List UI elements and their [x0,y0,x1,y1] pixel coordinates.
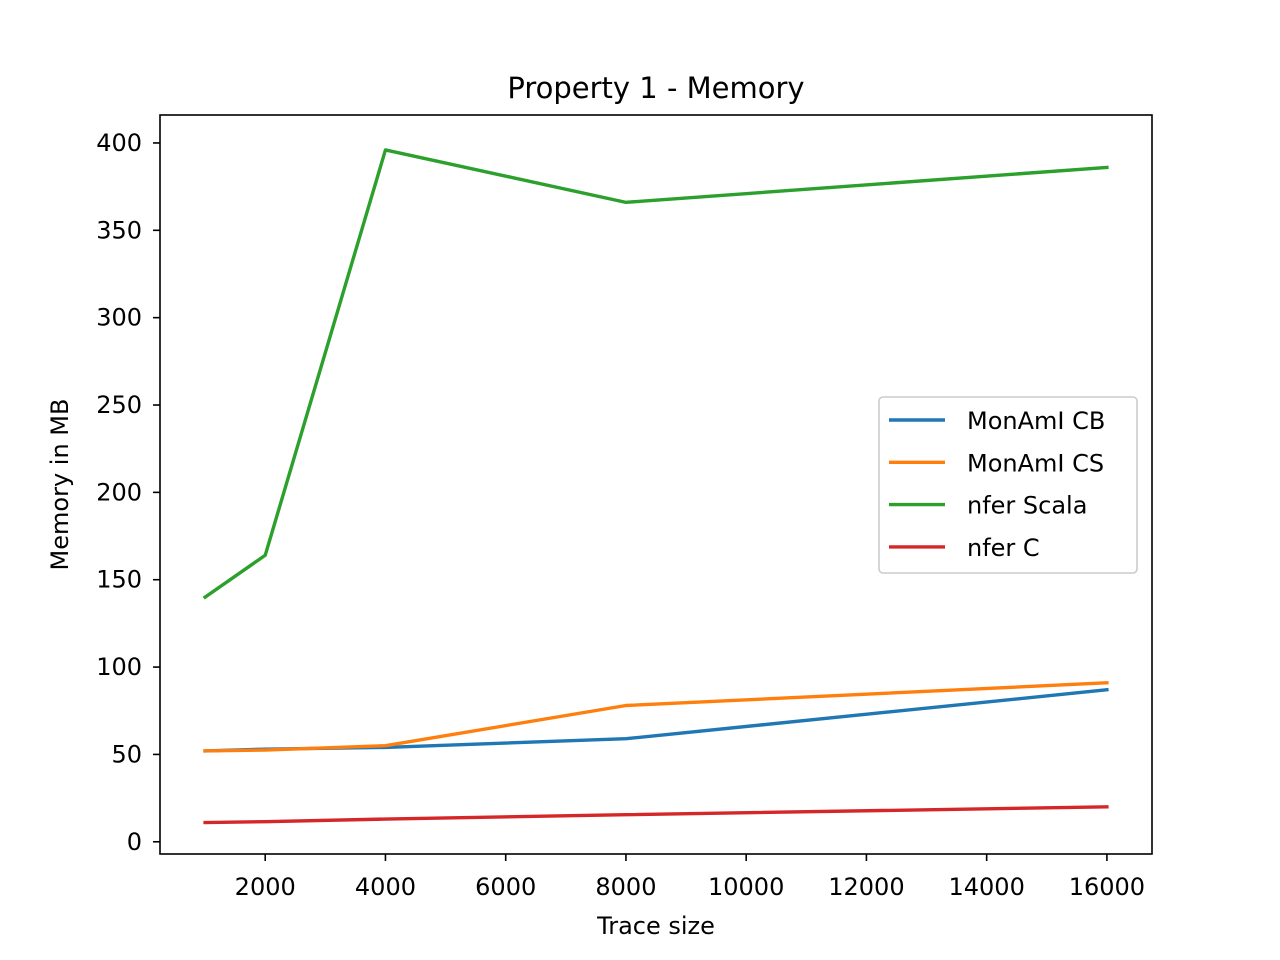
y-tick-label: 350 [96,216,142,244]
series-line-monami-cb [203,687,1109,753]
y-tick-label: 150 [96,566,142,594]
x-tick-label: 12000 [828,873,904,901]
y-tick-label: 250 [96,391,142,419]
legend-label-monami-cs: MonAmI CS [967,449,1104,477]
y-tick-label: 100 [96,653,142,681]
legend-box [878,396,1138,574]
legend-label-nfer-c: nfer C [967,534,1040,562]
legend-label-monami-cb: MonAmI CB [967,407,1105,435]
y-axis-label: Memory in MB [46,399,74,571]
legend: MonAmI CB MonAmI CS nfer Scala nfer C [878,396,1138,574]
series-line-nfer-c [203,805,1109,825]
series-line-monami-cs [203,681,1109,753]
y-tick-label: 50 [111,740,142,768]
x-tick-label: 6000 [475,873,536,901]
y-tick-label: 0 [127,828,142,856]
series-layer [202,148,1109,825]
x-tick-label: 16000 [1069,873,1145,901]
x-axis-label: Trace size [596,912,715,940]
series-line-nfer-scala [202,148,1109,600]
legend-label-nfer-scala: nfer Scala [967,492,1087,520]
x-tick-label: 8000 [595,873,656,901]
x-tick-label: 14000 [948,873,1024,901]
chart-title: Property 1 - Memory [507,71,804,105]
x-tick-label: 10000 [708,873,784,901]
x-tick-label: 4000 [355,873,416,901]
y-tick-label: 300 [96,304,142,332]
plot-frame [159,114,1153,855]
x-tick-label: 2000 [235,873,296,901]
y-tick-label: 400 [96,129,142,157]
y-tick-label: 200 [96,478,142,506]
ticks-layer: 2000 4000 6000 8000 10000 12000 14000 16000 0 50 1… [96,129,1145,901]
